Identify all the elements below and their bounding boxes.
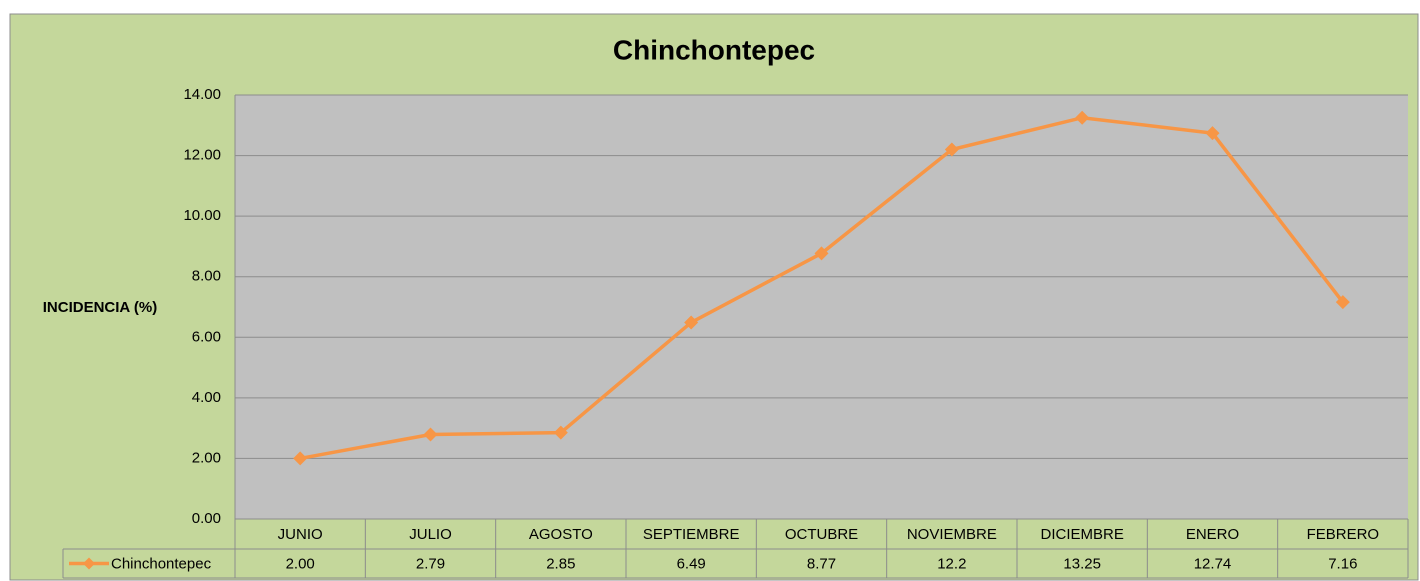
table-value: 12.74: [1194, 555, 1232, 572]
chart-title: Chinchontepec: [613, 34, 815, 65]
marker: [293, 451, 308, 466]
x-tick-label: NOVIEMBRE: [907, 526, 997, 543]
marker: [684, 315, 699, 330]
marker: [814, 246, 829, 261]
legend-marker: [83, 557, 95, 570]
x-tick-label: JUNIO: [278, 526, 323, 543]
table-value: 7.16: [1328, 555, 1357, 572]
marker: [1205, 126, 1220, 141]
y-tick-label: 8.00: [192, 268, 221, 285]
x-tick-label: OCTUBRE: [785, 526, 858, 543]
y-tick-label: 4.00: [192, 389, 221, 406]
y-tick-label: 12.00: [183, 147, 221, 164]
marker: [1335, 295, 1350, 310]
plot-area: [235, 95, 1408, 519]
legend-label: Chinchontepec: [111, 555, 212, 572]
y-tick-label: 2.00: [192, 449, 221, 466]
table-value: 2.85: [546, 555, 575, 572]
y-tick-label: 14.00: [183, 86, 221, 103]
table-value: 6.49: [677, 555, 706, 572]
x-tick-label: AGOSTO: [529, 526, 593, 543]
marker: [1075, 110, 1090, 125]
table-value: 8.77: [807, 555, 836, 572]
table-value: 2.00: [286, 555, 315, 572]
marker: [423, 427, 438, 442]
x-tick-label: FEBRERO: [1307, 526, 1380, 543]
marker: [553, 425, 568, 440]
x-tick-label: JULIO: [409, 526, 452, 543]
y-axis-label: INCIDENCIA (%): [43, 299, 157, 316]
table-value: 12.2: [937, 555, 966, 572]
x-tick-label: SEPTIEMBRE: [643, 526, 740, 543]
y-tick-label: 6.00: [192, 328, 221, 345]
marker: [944, 142, 959, 157]
y-tick-label: 10.00: [183, 207, 221, 224]
y-tick-label: 0.00: [192, 510, 221, 527]
x-tick-label: ENERO: [1186, 526, 1239, 543]
x-tick-label: DICIEMBRE: [1040, 526, 1123, 543]
table-value: 2.79: [416, 555, 445, 572]
table-value: 13.25: [1063, 555, 1101, 572]
